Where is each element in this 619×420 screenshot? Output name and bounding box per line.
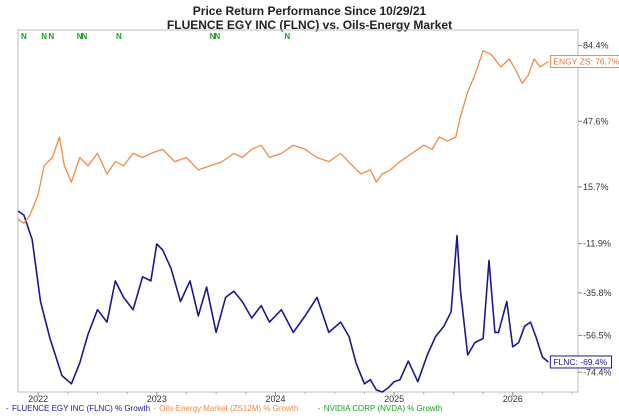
series-line-oils-energy	[17, 49, 549, 224]
end-label-engy: ENGY ZS: 76.7%	[549, 54, 619, 68]
legend-dash: -	[153, 404, 156, 413]
end-label-flnc: FLNC: -69.4%	[549, 355, 613, 369]
nvda-marker: N	[21, 32, 27, 41]
nvda-marker: N	[82, 32, 88, 41]
legend-label: FLUENCE EGY INC (FLNC) % Growth	[12, 404, 150, 413]
legend-entry: - NVIDIA CORP (NVDA) % Growth	[318, 404, 443, 413]
y-tick-label: -11.9%	[583, 239, 611, 249]
nvda-marker: N	[214, 32, 220, 41]
nvda-marker: N	[41, 32, 47, 41]
chart-title: Price Return Performance Since 10/29/21	[192, 4, 427, 18]
end-label-text: ENGY ZS: 76.7%	[553, 56, 619, 66]
legend-entry: - FLUENCE EGY INC (FLNC) % Growth	[6, 404, 150, 413]
y-tick-label: 84.4%	[583, 41, 609, 51]
series-line-flnc	[17, 210, 549, 393]
y-tick-label: 47.6%	[583, 116, 609, 126]
legend-label: Oils-Energy Market (ZS12M) % Growth	[159, 404, 298, 413]
x-tick-label: 2026	[503, 394, 523, 404]
nvda-marker: N	[116, 32, 122, 41]
x-tick-label: 2025	[384, 394, 404, 404]
y-tick-label: -56.5%	[583, 330, 612, 340]
end-label-text: FLNC: -69.4%	[553, 357, 607, 367]
nvda-marker: N	[210, 32, 216, 41]
legend-entry: - Oils-Energy Market (ZS12M) % Growth	[153, 404, 298, 413]
nvda-marker: N	[77, 32, 83, 41]
legend-dash: -	[318, 404, 321, 413]
y-tick-label: -35.8%	[583, 288, 612, 298]
x-tick-label: 2023	[147, 394, 167, 404]
x-tick-label: 2022	[28, 394, 48, 404]
legend-label: NVIDIA CORP (NVDA) % Growth	[324, 404, 443, 413]
chart-subtitle: FLUENCE EGY INC (FLNC) vs. Oils-Energy M…	[166, 18, 453, 32]
end-label-box	[549, 54, 619, 68]
y-tick-label: 15.7%	[583, 182, 609, 192]
plot-frame	[17, 29, 579, 393]
x-tick-label: 2024	[265, 394, 285, 404]
nvda-marker: N	[48, 32, 54, 41]
end-label-box	[549, 355, 613, 369]
nvda-marker: N	[284, 32, 290, 41]
legend-dash: -	[6, 404, 9, 413]
y-tick-label: -74.4%	[583, 367, 612, 377]
